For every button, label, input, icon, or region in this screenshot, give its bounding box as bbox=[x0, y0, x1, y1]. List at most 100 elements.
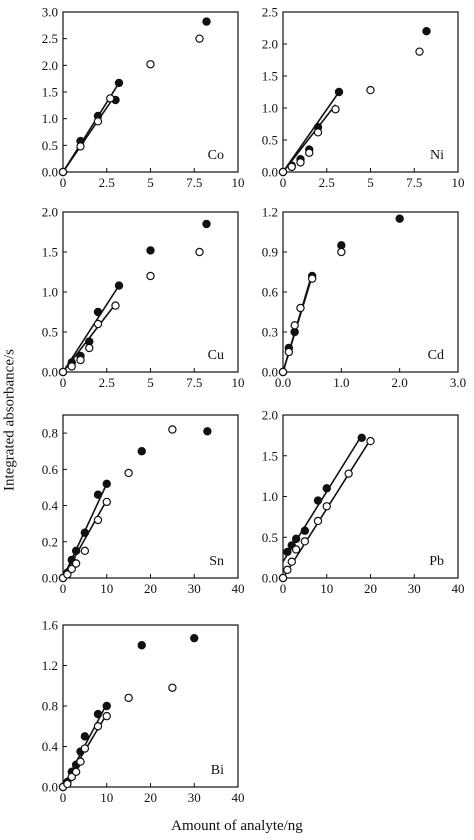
data-point-open bbox=[93, 117, 103, 126]
panel-co: 0.0 0.5 1.0 1.5 2.0 2.5 3.0 0 2.5 5 7.5 10 Co bbox=[42, 5, 245, 191]
y-tick-label: 0.9 bbox=[262, 245, 278, 260]
fit-line-open bbox=[282, 104, 337, 173]
panel-cu: 0.0 0.5 1.0 1.5 2.0 0 2.5 5 7.5 10 Cu bbox=[42, 205, 245, 391]
data-point-open bbox=[106, 94, 115, 103]
y-tick-label: 2.0 bbox=[42, 205, 58, 220]
data-point-filled bbox=[102, 701, 111, 711]
data-point-open bbox=[58, 367, 68, 377]
data-point-open bbox=[283, 565, 292, 575]
data-point-open bbox=[296, 158, 305, 167]
y-tick-label: 1.5 bbox=[42, 245, 58, 260]
data-point-filled bbox=[71, 546, 81, 556]
panel-label: Pb bbox=[429, 554, 444, 569]
x-tick-label: 10 bbox=[232, 175, 245, 190]
x-tick-label: 30 bbox=[188, 581, 201, 596]
data-point-filled bbox=[93, 490, 103, 499]
data-point-open bbox=[71, 559, 81, 568]
y-tick-label: 0.0 bbox=[262, 571, 278, 586]
data-point-open bbox=[63, 570, 72, 579]
x-tick-label: 30 bbox=[188, 790, 201, 805]
x-tick-label: 2.0 bbox=[392, 375, 408, 390]
data-point-filled bbox=[137, 641, 146, 650]
y-tick-label: 1.6 bbox=[42, 618, 59, 633]
data-point-filled bbox=[102, 479, 111, 489]
data-point-filled bbox=[334, 87, 344, 97]
data-point-filled bbox=[80, 528, 90, 537]
x-tick-label: 20 bbox=[364, 581, 377, 596]
data-point-open bbox=[67, 362, 76, 371]
data-point-open bbox=[168, 425, 177, 434]
data-point-open bbox=[195, 247, 204, 257]
data-point-filled bbox=[422, 27, 431, 36]
y-tick-label: 0.3 bbox=[262, 325, 278, 340]
data-point-open bbox=[300, 537, 310, 546]
x-tick-label: 10 bbox=[232, 375, 245, 390]
y-tick-label: 0.5 bbox=[262, 133, 278, 148]
fit-line-filled bbox=[62, 285, 120, 373]
y-tick-label: 3.0 bbox=[42, 5, 58, 20]
y-tick-label: 1.5 bbox=[262, 448, 278, 463]
y-tick-label: 0.8 bbox=[42, 699, 58, 714]
data-point-filled bbox=[202, 219, 211, 229]
x-tick-label: 1.0 bbox=[333, 375, 349, 390]
data-point-open bbox=[71, 767, 81, 777]
y-tick-label: 0.0 bbox=[262, 365, 278, 380]
data-point-open bbox=[287, 557, 296, 566]
y-tick-label: 0.0 bbox=[262, 165, 278, 180]
panel-label: Cd bbox=[428, 348, 444, 363]
data-point-open bbox=[284, 347, 294, 357]
y-tick-label: 0.5 bbox=[42, 325, 58, 340]
panel-label: Co bbox=[208, 148, 224, 163]
panel-pb: 0.0 0.5 1.0 1.5 2.0 0 10 20 30 40 Pb bbox=[262, 408, 465, 597]
y-tick-label: 1.5 bbox=[42, 85, 58, 100]
panel-bi: 0.0 0.4 0.8 1.2 1.6 0 10 20 30 40 Bi bbox=[42, 618, 245, 806]
x-tick-label: 30 bbox=[408, 581, 421, 596]
data-point-filled bbox=[203, 427, 212, 436]
y-tick-label: 0.2 bbox=[42, 534, 58, 549]
panel-ni: 0.0 0.5 1.0 1.5 2.0 2.5 0 2.5 5 7.5 10 Ni bbox=[262, 5, 465, 191]
panel-label: Bi bbox=[211, 763, 224, 778]
y-tick-label: 1.2 bbox=[42, 658, 58, 673]
y-tick-label: 2.5 bbox=[42, 31, 58, 46]
data-point-open bbox=[305, 148, 314, 157]
x-tick-label: 7.5 bbox=[406, 175, 422, 190]
y-tick-label: 0.0 bbox=[42, 365, 58, 380]
data-point-open bbox=[366, 85, 375, 95]
data-point-filled bbox=[313, 496, 323, 505]
data-point-filled bbox=[202, 17, 211, 26]
data-point-open bbox=[102, 711, 111, 721]
data-point-open bbox=[278, 167, 288, 177]
data-point-open bbox=[313, 128, 323, 137]
data-point-open bbox=[146, 60, 155, 69]
data-point-filled bbox=[190, 633, 199, 643]
y-tick-label: 0.5 bbox=[262, 530, 278, 545]
x-tick-label: 0 bbox=[60, 581, 67, 596]
data-point-filled bbox=[146, 246, 155, 255]
x-tick-label: 5 bbox=[367, 175, 374, 190]
data-point-filled bbox=[283, 547, 292, 557]
x-tick-label: 10 bbox=[100, 790, 113, 805]
data-point-open bbox=[291, 545, 301, 554]
x-tick-label: 40 bbox=[232, 581, 245, 596]
data-point-open bbox=[313, 516, 323, 526]
data-point-open bbox=[278, 367, 288, 377]
x-tick-label: 0 bbox=[60, 175, 67, 190]
data-point-filled bbox=[300, 526, 310, 535]
x-tick-label: 7.5 bbox=[186, 375, 202, 390]
y-tick-label: 1.0 bbox=[262, 489, 278, 504]
x-tick-label: 3.0 bbox=[450, 375, 466, 390]
data-point-open bbox=[80, 546, 90, 556]
y-tick-label: 2.0 bbox=[262, 37, 278, 52]
data-point-open bbox=[67, 564, 76, 574]
data-point-open bbox=[76, 142, 85, 151]
data-point-open bbox=[58, 167, 68, 177]
data-point-open bbox=[146, 271, 155, 281]
x-tick-label: 0 bbox=[280, 581, 287, 596]
x-tick-label: 2.5 bbox=[319, 175, 335, 190]
data-point-open bbox=[80, 744, 90, 753]
data-point-filled bbox=[395, 214, 404, 223]
data-point-open bbox=[76, 757, 85, 766]
data-point-open bbox=[111, 301, 120, 310]
data-point-open bbox=[415, 47, 424, 56]
